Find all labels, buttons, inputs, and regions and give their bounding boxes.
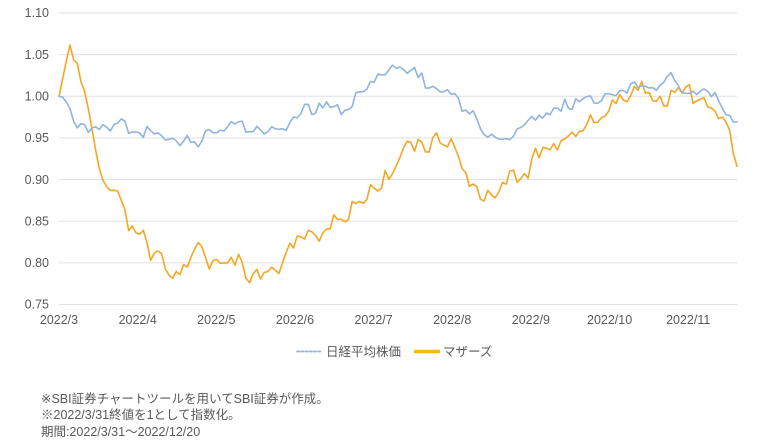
svg-text:1.10: 1.10 <box>25 6 49 20</box>
svg-text:1.00: 1.00 <box>25 89 49 103</box>
svg-text:マザーズ: マザーズ <box>443 344 492 359</box>
svg-text:2022/7: 2022/7 <box>354 313 392 327</box>
svg-text:0.90: 0.90 <box>25 173 49 187</box>
svg-text:2022/6: 2022/6 <box>276 313 314 327</box>
svg-text:2022/9: 2022/9 <box>512 313 550 327</box>
svg-text:0.80: 0.80 <box>25 256 49 270</box>
svg-text:2022/10: 2022/10 <box>587 313 632 327</box>
svg-text:2022/5: 2022/5 <box>197 313 235 327</box>
svg-text:2022/4: 2022/4 <box>119 313 157 327</box>
svg-text:2022/8: 2022/8 <box>433 313 471 327</box>
svg-text:0.75: 0.75 <box>25 298 49 312</box>
svg-text:0.95: 0.95 <box>25 131 49 145</box>
svg-text:1.05: 1.05 <box>25 48 49 62</box>
svg-text:2022/3: 2022/3 <box>40 313 78 327</box>
svg-text:2022/11: 2022/11 <box>666 313 710 327</box>
svg-text:日経平均株価: 日経平均株価 <box>326 344 401 359</box>
svg-text:0.85: 0.85 <box>25 214 49 228</box>
